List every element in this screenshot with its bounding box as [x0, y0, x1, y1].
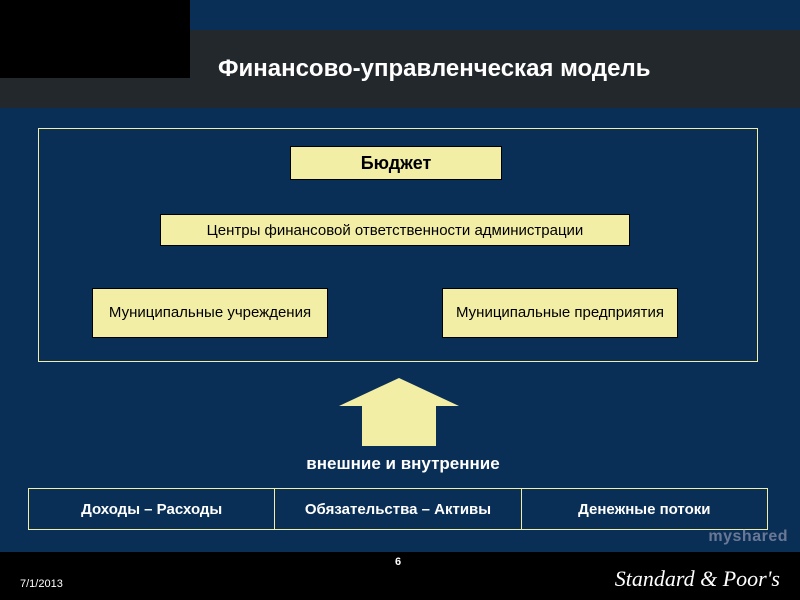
footer-page-number: 6 [395, 556, 401, 568]
box-budget: Бюджет [290, 146, 502, 180]
bottom-row: Доходы – Расходы Обязательства – Активы … [28, 488, 768, 530]
sub-label: внешние и внутренние [298, 454, 508, 474]
bottom-cell-liabilities: Обязательства – Активы [275, 489, 521, 529]
bottom-cell-cashflow: Денежные потоки [522, 489, 767, 529]
header-left-bottom [0, 78, 190, 108]
content-area: Бюджет Центры финансовой ответственности… [0, 108, 800, 552]
box-centers: Центры финансовой ответственности админи… [160, 214, 630, 246]
header: Финансово-управленческая модель [0, 0, 800, 108]
box-institutions-label: Муниципальные учреждения [109, 303, 311, 323]
box-enterprises-label: Муниципальные предприятия [456, 303, 664, 323]
page-title: Финансово-управленческая модель [218, 55, 650, 83]
box-centers-label: Центры финансовой ответственности админи… [207, 222, 584, 239]
arrow-stem [362, 406, 436, 446]
header-logo-block [0, 0, 190, 78]
slide: Финансово-управленческая модель Бюджет Ц… [0, 0, 800, 600]
header-right-top [190, 0, 800, 30]
bottom-cell-income: Доходы – Расходы [29, 489, 275, 529]
footer: 7/1/2013 6 Standard & Poor's [0, 552, 800, 600]
box-budget-label: Бюджет [361, 153, 432, 174]
box-enterprises: Муниципальные предприятия [442, 288, 678, 338]
box-institutions: Муниципальные учреждения [92, 288, 328, 338]
watermark: myshared [708, 528, 788, 546]
footer-brand: Standard & Poor's [615, 566, 780, 592]
header-title-bar: Финансово-управленческая модель [190, 30, 800, 108]
arrow-up-icon [339, 378, 459, 406]
footer-date: 7/1/2013 [20, 578, 63, 590]
